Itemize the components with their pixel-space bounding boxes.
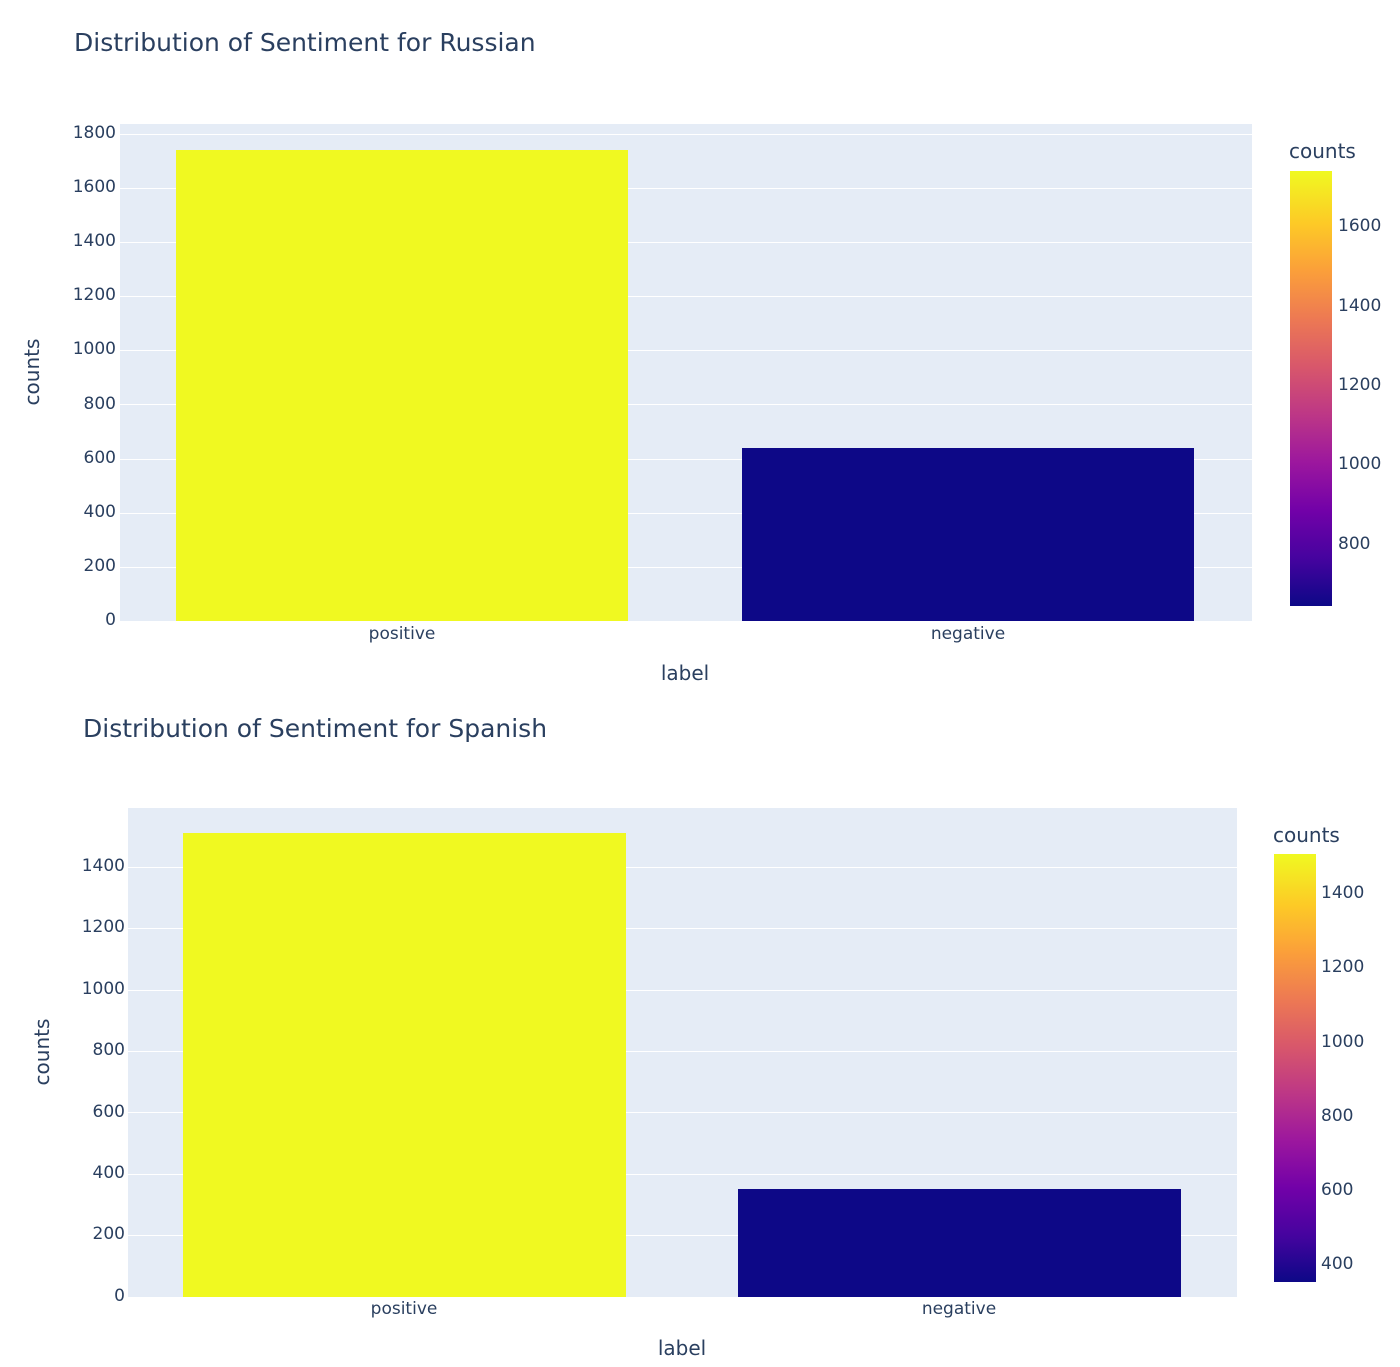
gridline (120, 188, 1252, 189)
colorbar-tick: 400 (1321, 1254, 1354, 1274)
y-axis-title: counts (20, 338, 44, 406)
x-axis-title: label (660, 661, 710, 685)
y-tick: 1200 (72, 285, 116, 305)
y-tick: 400 (83, 502, 116, 522)
y-tick: 1000 (72, 339, 116, 359)
gridline (128, 867, 1237, 868)
bar-positive[interactable] (176, 150, 628, 621)
y-tick: 1200 (81, 917, 125, 937)
y-tick: 600 (92, 1102, 125, 1122)
y-tick: 200 (83, 556, 116, 576)
gridline (120, 567, 1252, 568)
chart-title: Distribution of Sentiment for Spanish (83, 714, 548, 743)
y-tick: 1400 (72, 231, 116, 251)
y-tick: 800 (83, 394, 116, 414)
x-tick: positive (370, 1299, 438, 1319)
colorbar-tick: 800 (1338, 534, 1371, 554)
y-tick: 0 (105, 610, 116, 630)
x-tick: negative (930, 624, 1006, 644)
bar-negative[interactable] (738, 1189, 1181, 1297)
gridline (128, 1235, 1237, 1236)
y-tick: 800 (92, 1040, 125, 1060)
gridline (128, 990, 1237, 991)
y-tick: 200 (92, 1224, 125, 1244)
gridline (128, 1051, 1237, 1052)
y-tick: 400 (92, 1163, 125, 1183)
x-tick: positive (368, 624, 436, 644)
colorbar-tick: 1200 (1338, 375, 1382, 395)
colorbar-tick: 1000 (1321, 1032, 1365, 1052)
colorbar-tick: 800 (1321, 1106, 1354, 1126)
colorbar (1274, 854, 1316, 1282)
colorbar-title: counts (1289, 139, 1356, 163)
y-tick: 600 (83, 448, 116, 468)
bar-negative[interactable] (742, 448, 1194, 621)
gridline (120, 350, 1252, 351)
colorbar-tick: 600 (1321, 1180, 1354, 1200)
gridline (128, 1174, 1237, 1175)
plot-area (120, 124, 1252, 621)
chart-title: Distribution of Sentiment for Russian (74, 28, 536, 57)
x-tick: negative (921, 1299, 997, 1319)
chart-russian: Distribution of Sentiment for Russian 18… (20, 28, 1382, 685)
y-tick: 1400 (81, 856, 125, 876)
colorbar-tick: 1400 (1321, 883, 1365, 903)
gridline (120, 404, 1252, 405)
gridline (128, 1112, 1237, 1113)
y-tick: 1800 (72, 123, 116, 143)
y-axis-title: counts (30, 1018, 54, 1086)
y-tick: 0 (114, 1286, 125, 1306)
gridline (120, 134, 1252, 135)
gridline (120, 296, 1252, 297)
gridline (120, 242, 1252, 243)
bar-positive[interactable] (183, 833, 626, 1297)
gridline (120, 513, 1252, 514)
y-tick: 1600 (72, 177, 116, 197)
colorbar-title: counts (1273, 823, 1340, 847)
gridline (120, 459, 1252, 460)
colorbar (1290, 171, 1332, 606)
colorbar-tick: 1000 (1338, 454, 1382, 474)
colorbar-tick: 1400 (1338, 296, 1382, 316)
gridline (128, 928, 1237, 929)
chart-spanish: Distribution of Sentiment for Spanish 14… (0, 700, 1400, 1367)
x-axis-title: label (657, 1336, 707, 1360)
y-tick: 1000 (81, 979, 125, 999)
plot-area (128, 808, 1237, 1297)
colorbar-tick: 1600 (1338, 216, 1382, 236)
colorbar-tick: 1200 (1321, 957, 1365, 977)
